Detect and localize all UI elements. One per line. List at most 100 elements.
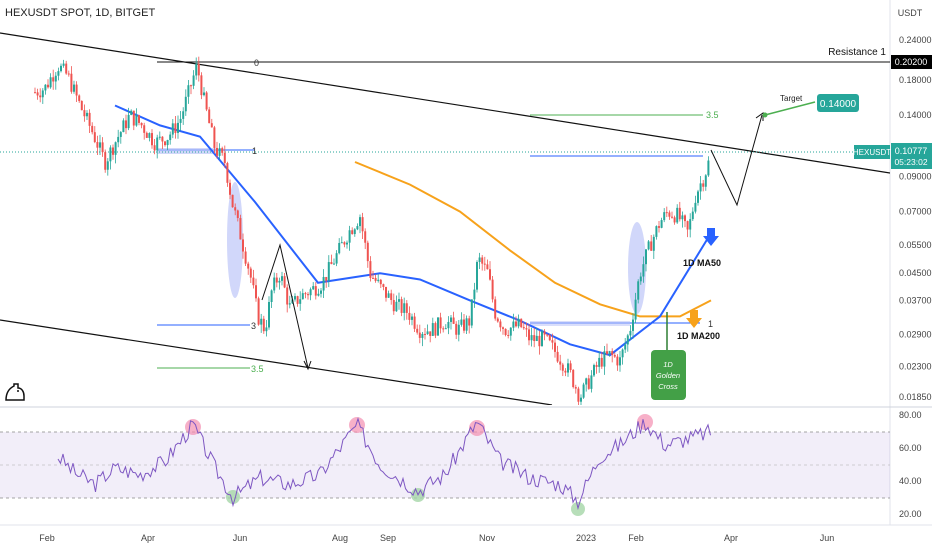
resistance-label: Resistance 1 <box>828 47 886 58</box>
time-tick-label: 2023 <box>576 533 596 543</box>
candle-body <box>650 241 653 251</box>
ma50-arrow-icon <box>703 228 719 246</box>
candle-body <box>153 145 156 151</box>
candle-body <box>192 75 195 86</box>
candle-body <box>122 120 125 133</box>
candle-body <box>470 299 473 326</box>
candle-body <box>351 230 354 235</box>
target-line <box>764 101 816 116</box>
candle-body <box>489 269 491 280</box>
candle-body <box>481 257 484 264</box>
candle-body <box>260 318 263 325</box>
candle-body <box>551 340 554 343</box>
rsi-tick-label: 40.00 <box>899 476 922 486</box>
price-axis: 0.240000.180000.140000.110000.090000.070… <box>899 35 932 402</box>
rsi-tick-label: 80.00 <box>899 410 922 420</box>
candle-body <box>57 71 60 76</box>
candle-body <box>522 327 525 329</box>
time-tick-label: Apr <box>141 533 155 543</box>
candle-body <box>67 73 70 75</box>
candle-body <box>218 148 221 156</box>
candle-body <box>262 318 265 332</box>
time-tick-label: Apr <box>724 533 738 543</box>
candle-body <box>65 63 68 74</box>
candle-body <box>572 369 575 388</box>
candle-body <box>179 118 182 123</box>
candle-body <box>494 299 497 319</box>
candle-body <box>34 92 36 94</box>
candle-body <box>390 293 393 301</box>
candle-body <box>686 221 689 230</box>
candle-body <box>47 84 49 88</box>
candle-body <box>372 277 374 279</box>
candle-body <box>517 318 520 327</box>
symbol-badge <box>854 145 890 159</box>
volume-spike-highlight <box>227 182 243 298</box>
candle-body <box>499 321 502 328</box>
candle-body <box>231 194 234 208</box>
candle-body <box>465 318 468 331</box>
candle-body <box>405 303 408 313</box>
price-pane: Resistance 1 0 1 3 3.5 3.5 1 Target <box>0 32 890 405</box>
candle-body <box>39 95 42 98</box>
candle-body <box>60 65 62 72</box>
candle-body <box>166 140 169 146</box>
candle-body <box>244 251 247 264</box>
candle-body <box>509 327 512 336</box>
candle-body <box>460 319 463 325</box>
golden-cross-line-1: 1D <box>663 360 673 369</box>
candle-body <box>668 212 671 217</box>
candle-body <box>629 330 632 336</box>
candle-body <box>704 175 707 187</box>
candle-body <box>49 77 52 88</box>
candle-body <box>288 303 291 305</box>
candle-body <box>200 75 203 96</box>
candle-body <box>109 147 112 162</box>
candle-body <box>226 163 229 183</box>
fib-level-label: 3.5 <box>706 110 719 120</box>
candle-body <box>346 242 348 245</box>
candle-body <box>699 183 702 192</box>
candle-body <box>392 300 395 312</box>
candle-body <box>54 75 57 82</box>
candle-body <box>437 317 439 336</box>
candle-body <box>340 242 343 244</box>
candle-body <box>533 335 536 342</box>
price-tick-label: 0.05500 <box>899 240 932 250</box>
candle-body <box>624 344 627 350</box>
candle-body <box>335 253 338 264</box>
candle-body <box>491 279 494 300</box>
candle-body <box>554 342 556 352</box>
candle-body <box>125 120 127 129</box>
candle-body <box>73 84 75 92</box>
candle-body <box>608 351 611 354</box>
candle-body <box>671 216 673 218</box>
tradingview-logo-icon <box>5 383 25 401</box>
channel-lower-line <box>0 319 553 405</box>
target-value: 0.14000 <box>820 99 857 110</box>
candle-body <box>660 220 663 228</box>
candle-body <box>395 301 398 312</box>
candle-body <box>187 85 190 97</box>
price-tick-label: 0.09000 <box>899 172 932 182</box>
candle-body <box>177 122 179 133</box>
candle-body <box>184 96 187 112</box>
candle-body <box>273 277 276 291</box>
golden-cross-callout <box>651 350 686 400</box>
candle-body <box>41 90 44 98</box>
candle-body <box>140 122 143 126</box>
candle-body <box>567 363 569 373</box>
price-tick-label: 0.24000 <box>899 35 932 45</box>
time-tick-label: Feb <box>39 533 55 543</box>
candle-body <box>619 357 621 366</box>
candle-body <box>296 296 299 304</box>
candle-body <box>249 268 252 278</box>
candle-body <box>702 183 705 187</box>
candle-body <box>36 92 39 96</box>
candle-body <box>143 125 146 133</box>
candle-body <box>413 316 416 329</box>
candle-body <box>127 114 130 129</box>
candle-body <box>270 290 273 302</box>
candle-body <box>190 85 192 87</box>
